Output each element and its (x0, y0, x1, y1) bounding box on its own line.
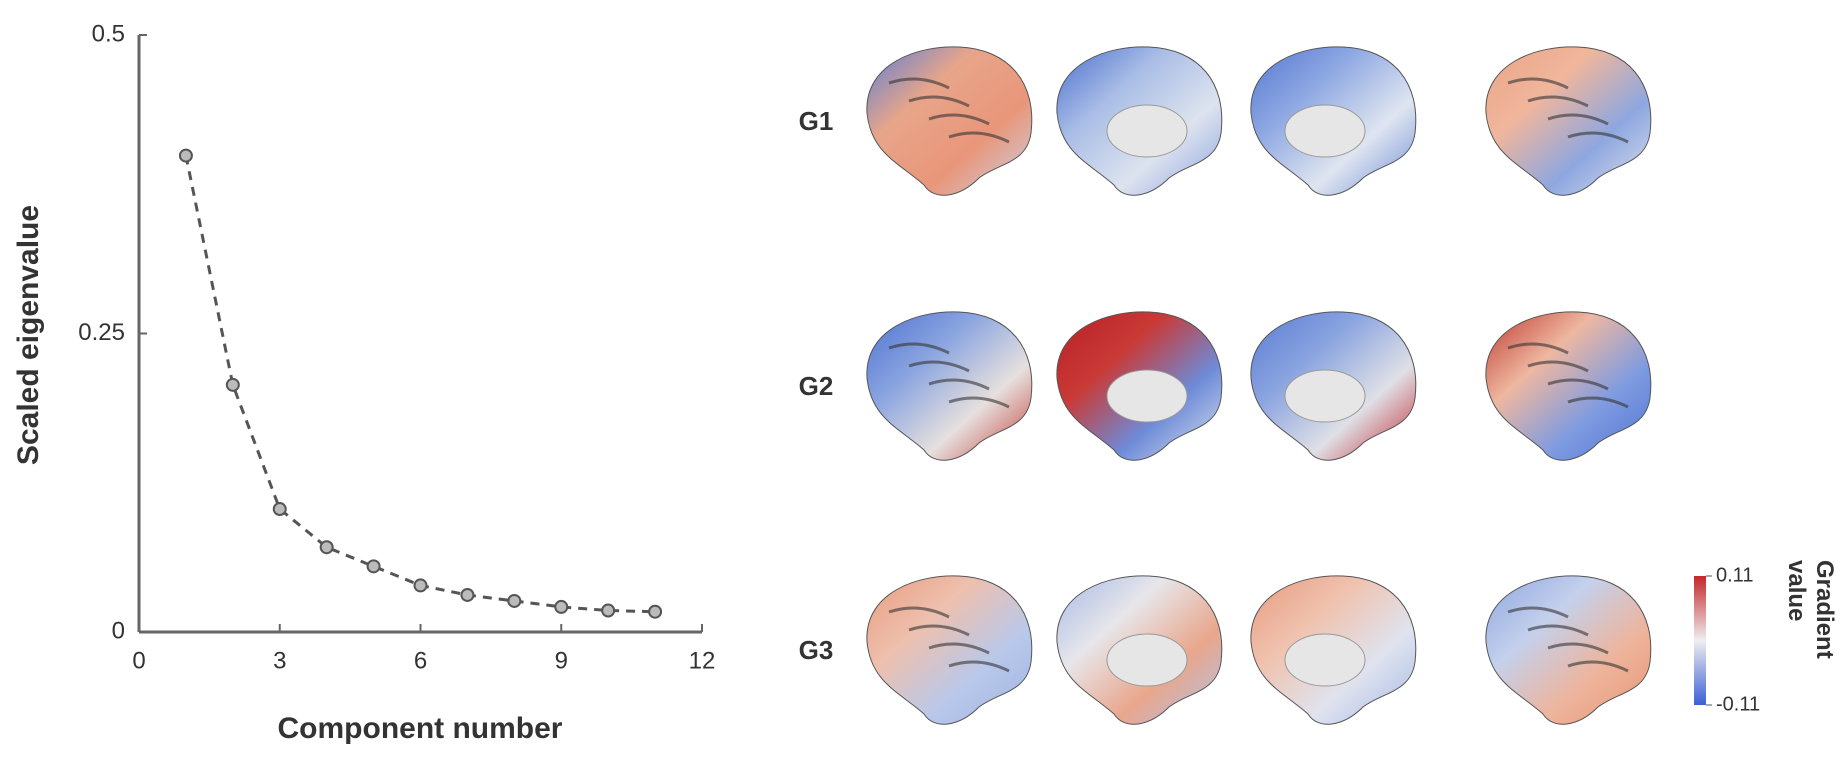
brain-surface (866, 311, 1033, 461)
medial-wall (1106, 104, 1188, 158)
sulcus (1547, 378, 1609, 391)
sulcus (908, 360, 970, 373)
medial-wall (1106, 369, 1188, 423)
sulcus (888, 606, 950, 619)
sulcus (928, 642, 990, 655)
data-point (601, 603, 616, 618)
data-point (507, 593, 522, 608)
row-label: G1 (799, 106, 834, 136)
data-point (554, 599, 569, 614)
sulcus (1547, 642, 1609, 655)
series-line (184, 155, 656, 614)
sulcus (948, 131, 1010, 144)
sulcus (1547, 113, 1609, 126)
x-tick-label: 12 (689, 647, 716, 674)
medial-wall (1284, 633, 1366, 687)
colorbar (1694, 576, 1706, 705)
sulcus (1527, 360, 1589, 373)
colorbar-tick-label: 0.11 (1716, 564, 1753, 586)
brain-surface (1485, 311, 1652, 461)
row-label: G3 (799, 635, 834, 665)
sulcus (1567, 660, 1629, 673)
data-point (319, 540, 334, 555)
data-point (178, 148, 193, 163)
x-tick-label: 9 (555, 647, 568, 674)
sulcus (888, 342, 950, 355)
y-tick-label: 0 (112, 617, 125, 644)
brain-surface (1485, 46, 1652, 196)
brain-surface (866, 46, 1033, 196)
sulcus (1527, 95, 1589, 108)
medial-wall (1106, 633, 1188, 687)
x-tick-label: 3 (273, 647, 286, 674)
sulcus (1507, 77, 1569, 90)
medial-wall (1284, 104, 1366, 158)
y-tick-label: 0.25 (78, 319, 125, 346)
y-tick-label: 0.5 (92, 20, 125, 47)
sulcus (1527, 624, 1589, 637)
data-point (648, 604, 663, 619)
y-axis-label: Scaled eigenvalue (12, 205, 45, 465)
data-point (272, 502, 287, 517)
medial-wall (1284, 369, 1366, 423)
data-point (460, 587, 475, 602)
x-tick-label: 0 (132, 647, 145, 674)
sulcus (1507, 606, 1569, 619)
data-point (366, 559, 381, 574)
sulcus (948, 660, 1010, 673)
colorbar-tick-label: -0.11 (1716, 693, 1760, 715)
sulcus (1567, 131, 1629, 144)
sulcus (908, 95, 970, 108)
sulcus (888, 77, 950, 90)
x-axis-label: Component number (278, 712, 563, 745)
sulcus (1507, 342, 1569, 355)
colorbar-label: Gradient value (1783, 560, 1838, 659)
x-tick-label: 6 (414, 647, 427, 674)
data-point (413, 578, 428, 593)
brain-surface (1485, 575, 1652, 725)
sulcus (908, 624, 970, 637)
data-point (225, 377, 240, 392)
row-label: G2 (799, 371, 834, 401)
sulcus (948, 396, 1010, 409)
brain-surface (866, 575, 1033, 725)
sulcus (1567, 396, 1629, 409)
sulcus (928, 113, 990, 126)
sulcus (928, 378, 990, 391)
